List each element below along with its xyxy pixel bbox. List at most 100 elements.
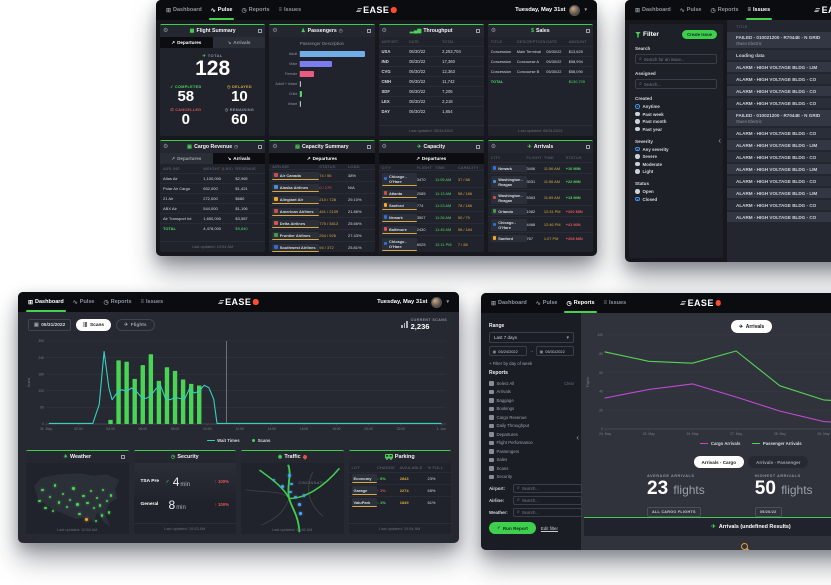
table-row[interactable]: Polar Air Cargo 652,000 $1,421 [160,183,266,193]
weather-map[interactable]: Last updated: 10:54 AM [26,463,129,534]
nav-item[interactable]: ◷ Reports [564,293,597,313]
airline-search-input[interactable] [521,497,578,503]
report-checkbox-row[interactable]: Sales [489,456,574,465]
nav-item[interactable]: ≡ Issues [140,299,164,305]
issue-row[interactable]: ALARM - HIGH VOLTAGE BLDG - CO [727,152,831,162]
filter-day-link[interactable]: + Filter by day of week [489,361,533,366]
gear-icon[interactable]: ⚙ [163,144,169,150]
table-row[interactable]: Chicago - O'Hare 3470 11:05 AM 37 / 88 [378,170,484,187]
tab-departures[interactable]: ↗ Departures [160,37,213,48]
radio-option[interactable]: Past month [635,119,717,124]
report-checkbox-row[interactable]: Cargo Revenue [489,413,574,422]
arrivals-pill[interactable]: ✈ Arrivals [731,320,773,333]
report-checkbox-row[interactable]: Arrivals [489,388,574,397]
tab-arrivals[interactable]: ↘ Arrivals [212,37,266,48]
traffic-map[interactable]: CINCINNATI Last updated: 10:50 AM [241,463,344,534]
expand-icon[interactable] [367,29,371,33]
chevron-down-icon[interactable]: ▾ [446,299,449,305]
issue-row[interactable]: FAILED - 010021200 - R7044E - N GRID Owe… [727,110,831,126]
stat-button[interactable]: 05/26/22 [754,506,782,517]
gear-icon[interactable]: ⚙ [381,28,387,34]
table-row[interactable]: 21 Air 272,000 $680 [160,193,266,203]
table-row[interactable]: USA 05/30/22 2,253,704 [378,46,484,56]
table-row[interactable]: Chicago - O'Hare 4468 12:46 PM +41 MIN [487,216,593,232]
gear-icon[interactable]: ⚙ [381,144,387,150]
report-checkbox-row[interactable]: Scans [489,464,574,473]
nav-item[interactable]: ◷ Reports [103,299,132,306]
nav-item[interactable]: ≡ Issues [603,300,627,306]
gear-icon[interactable]: ⚙ [163,28,169,34]
clear-link[interactable]: Clear [564,380,574,386]
table-row[interactable]: Washington - Reagan 5363 11:59 AM +13 MI… [487,189,593,205]
date-from-input[interactable]: ▣ 05/24/2022 [489,346,527,356]
expand-icon[interactable] [257,145,262,149]
table-row[interactable]: Newark 3406 11:56 AM +10 MIN [487,162,593,173]
table-row[interactable]: Chicago - O'Hare 6025 12:11 PM 7 / 88 [378,235,484,252]
table-row[interactable]: Newark 3507 11:26 AM 50 / 79 [378,211,484,223]
nav-item[interactable]: ⊞ Dashboard [635,7,671,14]
gear-icon[interactable]: ⚙ [490,28,497,34]
airport-search-input[interactable] [521,485,578,491]
tab-departures[interactable]: ↗ Departures [160,153,213,164]
table-row[interactable]: Delta Airlines 775 / 5813 25.66% [269,217,375,229]
report-checkbox-row[interactable]: Baggage [489,396,574,405]
avatar[interactable] [569,4,581,16]
table-row[interactable]: Atlas Air 1,100,000 $2,965 [160,173,266,183]
table-row[interactable]: Air Transport Int 1,650,000 $3,587 [160,213,266,223]
issue-row[interactable]: ALARM - HIGH VOLTAGE BLDG - LIM [727,140,831,150]
expand-icon[interactable] [476,145,481,149]
issue-row[interactable]: ALARM - HIGH VOLTAGE BLDG - CO [727,200,831,210]
table-row[interactable]: LEX 05/30/22 2,218 [378,96,484,106]
report-checkbox-row[interactable]: Departures [489,430,574,439]
radio-option[interactable]: Light [635,169,717,174]
issue-row[interactable]: Loading data [727,50,831,60]
tab-arrivals[interactable]: ↘ Arrivals [212,153,266,164]
table-row[interactable]: Concession Concourse B 05/30/22 $58,090 [487,66,593,76]
table-row[interactable]: American Airlines 461 / 2109 21.86% [269,205,375,217]
radio-option[interactable]: Anytime [635,104,717,109]
report-checkbox-row[interactable]: Security [489,473,574,482]
date-to-input[interactable]: ▣ 05/31/2022 [536,346,574,356]
radio-option[interactable]: Past year [635,127,717,132]
range-select[interactable]: Last 7 days ▾ [489,332,574,343]
date-picker[interactable]: ▣ 05/31/2022 [28,319,72,331]
expand-icon[interactable] [585,29,590,33]
table-row[interactable]: Southwest Airlines 94 / 372 25.81% [269,241,375,252]
nav-item[interactable]: ∿ Pulse [208,0,235,20]
table-row[interactable]: Atlanta 2085 11:13 AM 58 / 186 [378,187,484,199]
nav-item[interactable]: ◷ Reports [710,7,739,14]
issue-row[interactable]: ALARM - HIGH VOLTAGE BLDG - CO [727,212,831,222]
avatar[interactable] [431,296,443,308]
expand-icon[interactable] [121,455,125,459]
nav-item[interactable]: ∿ Pulse [679,7,702,14]
stat-button[interactable]: ALL CARGO FLIGHTS [647,506,701,517]
table-row[interactable]: Alaska Airlines 0 / 179 N/A [269,181,375,193]
issue-row[interactable]: ALARM - HIGH VOLTAGE BLDG - CO [727,74,831,84]
issue-search-input[interactable] [643,56,713,62]
issue-row[interactable]: ALARM - HIGH VOLTAGE BLDG - CO [727,176,831,186]
magnifier-icon[interactable] [741,543,748,550]
table-row[interactable]: CMH 05/30/22 11,742 [378,76,484,86]
radio-option[interactable]: Any severity [635,147,717,152]
issue-row[interactable]: ALARM - HIGH VOLTAGE BLDG - CO [727,98,831,108]
report-checkbox-row[interactable]: Passengers [489,447,574,456]
expand-icon[interactable] [585,145,590,149]
table-row[interactable]: Concession Main Terminal 05/30/22 $13,625 [487,46,593,56]
toggle-flights[interactable]: ✈ Flights [116,319,155,331]
nav-item[interactable]: ∿ Pulse [535,300,558,307]
assigned-search-input[interactable] [643,81,713,87]
gear-icon[interactable]: ⚙ [272,28,278,34]
nav-item[interactable]: ∿ Pulse [72,299,95,306]
table-row[interactable]: Orlando 1082 12:31 PM +200 MIN [487,205,593,216]
table-row[interactable]: Allegiant Air 210 / 728 29.10% [269,193,375,205]
parking-row[interactable]: Economy ↓ 0% 2843 23% [348,472,451,484]
report-checkbox-row[interactable]: Flight Performance [489,439,574,448]
radio-option[interactable]: Closed [635,197,717,202]
table-row[interactable]: Baltimore 2430 11:45 AM 98 / 184 [378,223,484,235]
nav-item[interactable]: ⊞ Dashboard [491,300,527,307]
table-row[interactable]: DAY 05/30/22 1,854 [378,106,484,116]
radio-option[interactable]: Moderate [635,162,717,167]
radio-option[interactable]: Open [635,189,717,194]
report-checkbox-row[interactable]: Daily Throughput [489,422,574,431]
radio-option[interactable]: Past week [635,112,717,117]
